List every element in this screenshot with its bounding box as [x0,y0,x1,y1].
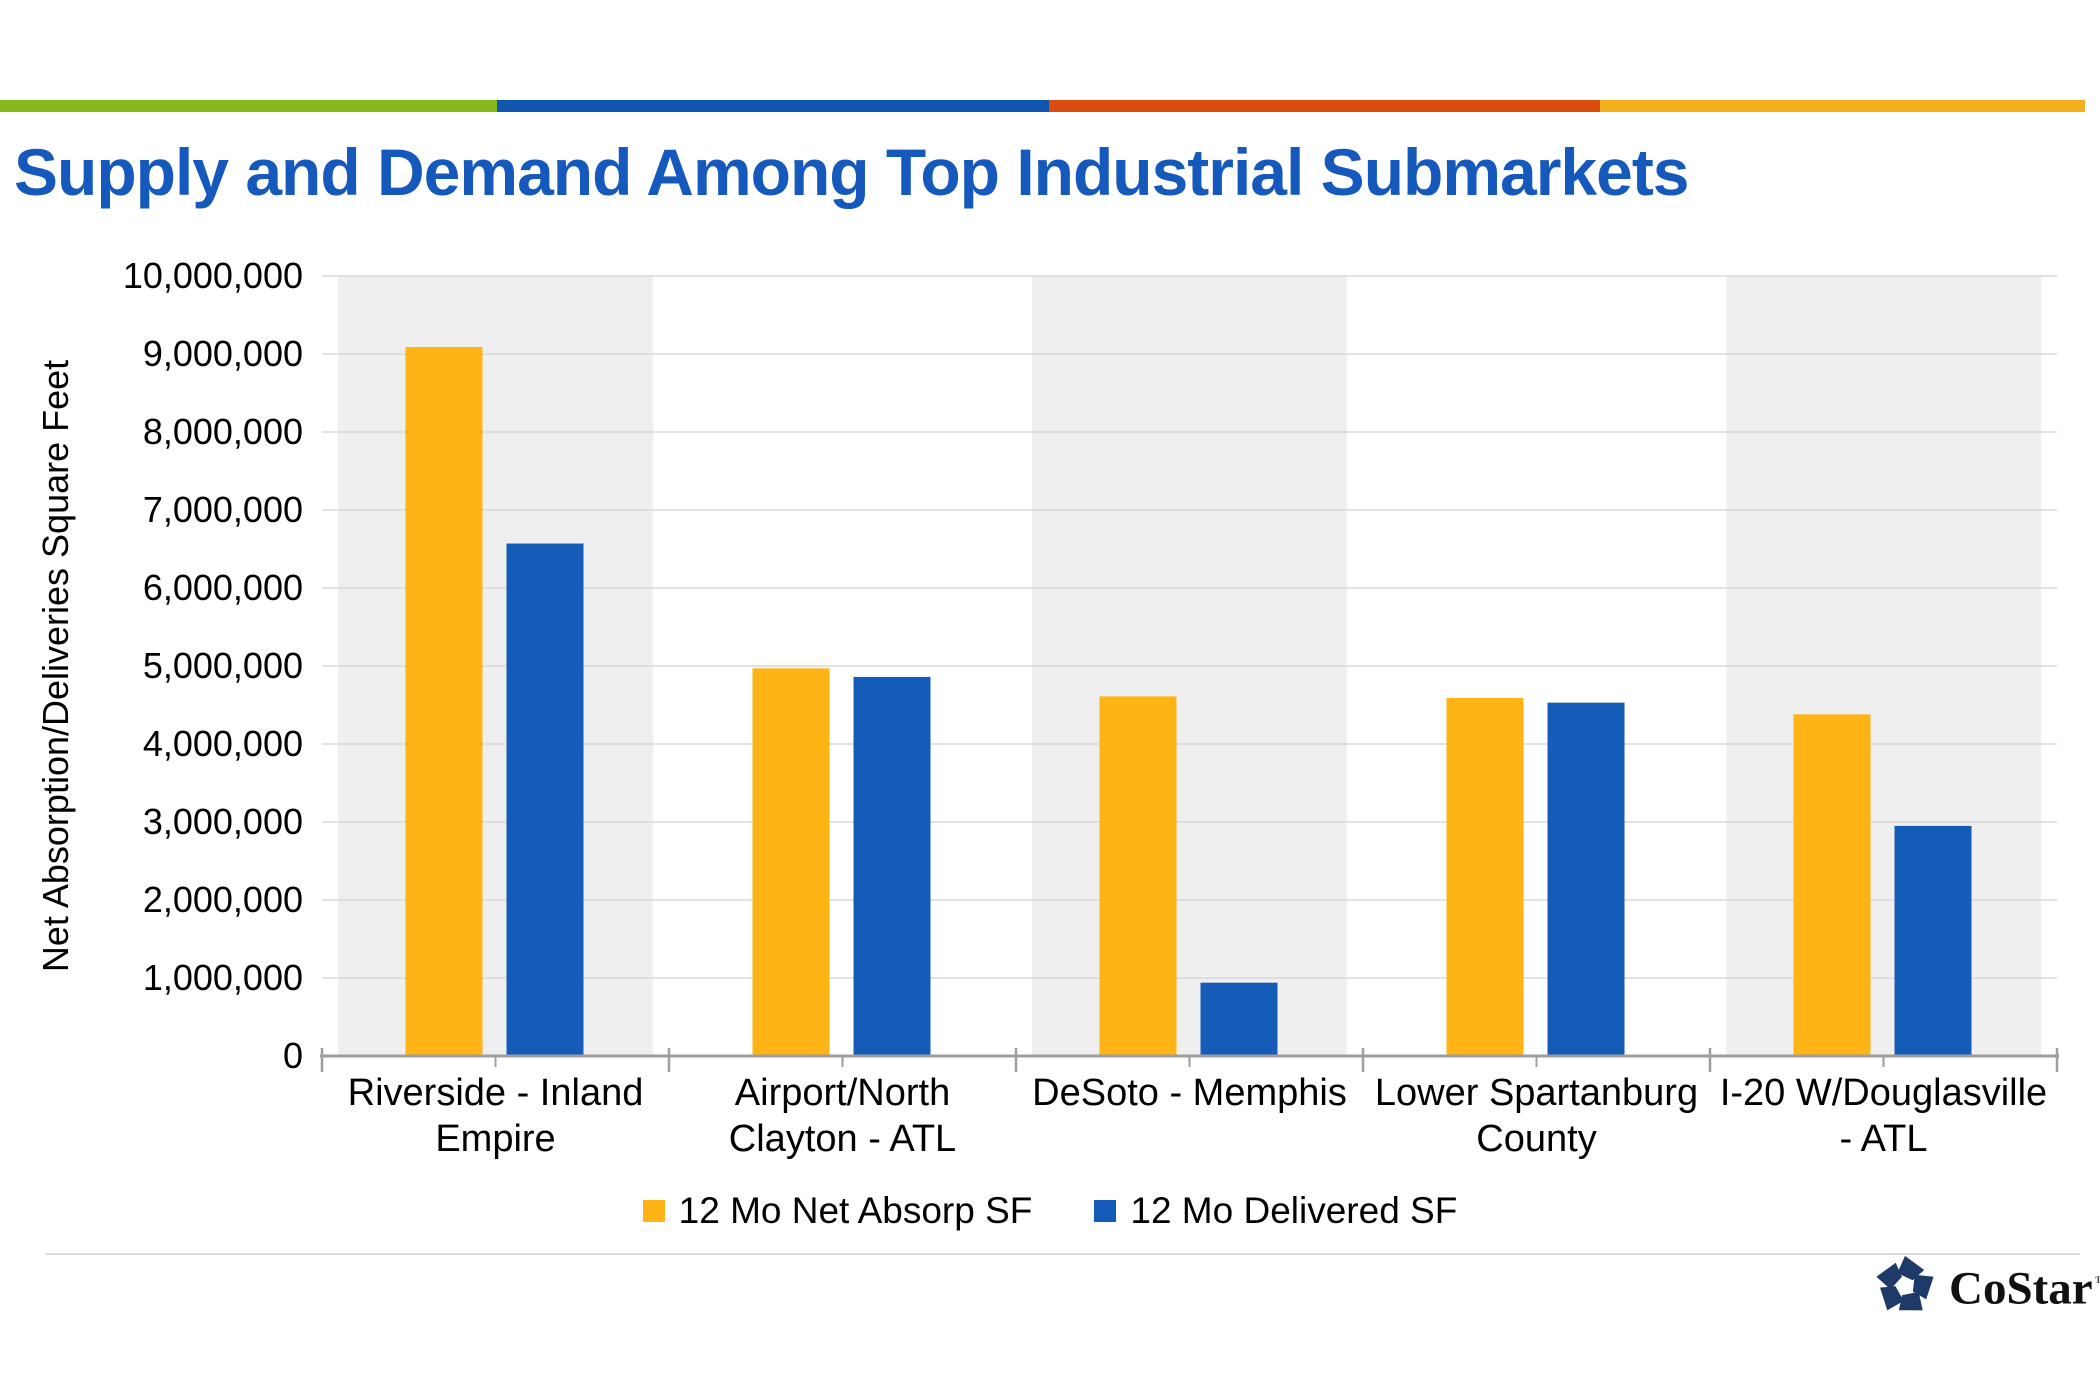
logo-petal [1880,1285,1904,1311]
legend-swatch-icon [642,1200,665,1222]
bar-delivered-5 [1894,825,1972,1056]
logo-petal [1876,1262,1902,1290]
x-category-label: Airport/North Clayton - ATL [729,1072,956,1160]
legend-label: 12 Mo Net Absorp SF [678,1190,1033,1231]
y-axis-title: Net Absorption/Deliveries Square Feet [35,360,76,972]
logo-petal [1898,1291,1923,1311]
y-tick-label: 2,000,000 [143,879,303,920]
x-category-label: Lower Spartanburg County [1375,1072,1698,1160]
bar-net-absorption-3 [1099,696,1177,1056]
bar-delivered-2 [853,676,931,1056]
bar-delivered-3 [1200,982,1278,1056]
y-tick-label: 10,000,000 [123,255,303,296]
x-category-label: I-20 W/Douglasville - ATL [1720,1072,2047,1160]
footer-divider [45,1253,2080,1255]
bar-net-absorption-5 [1793,714,1871,1056]
y-tick-label: 5,000,000 [143,645,303,686]
y-tick-label: 3,000,000 [143,801,303,842]
y-tick-label: 4,000,000 [143,723,303,764]
x-category-label: DeSoto - Memphis [1032,1072,1347,1114]
logo-petal [1897,1255,1925,1281]
legend-swatch-icon [1094,1200,1117,1222]
y-tick-label: 7,000,000 [143,489,303,530]
y-tick-label: 9,000,000 [143,333,303,374]
bar-net-absorption-1 [405,346,483,1057]
costar-branding: CoStar™ [1873,1248,2100,1324]
y-tick-label: 6,000,000 [143,567,303,608]
accent-stripe-segment [1049,100,1601,112]
y-tick-label: 0 [283,1035,303,1076]
accent-stripe-segment [1600,100,2086,112]
costar-logo-icon [1876,1255,1934,1311]
chart-legend: 12 Mo Net Absorp SF 12 Mo Delivered SF [0,1190,2100,1232]
costar-logo-text: CoStar™ [1949,1248,2100,1324]
trademark-symbol: ™ [2095,1274,2100,1291]
legend-item-delivered: 12 Mo Delivered SF [1094,1190,1457,1232]
accent-stripe-segment [0,100,498,112]
x-category-label: Riverside - Inland Empire [348,1072,644,1160]
y-tick-label: 1,000,000 [143,957,303,998]
bar-net-absorption-4 [1446,697,1524,1056]
accent-stripe-segment [497,100,1050,112]
y-tick-label: 8,000,000 [143,411,303,452]
accent-stripe [0,100,2100,112]
page-title: Supply and Demand Among Top Industrial S… [14,135,1690,209]
legend-item-net-absorption: 12 Mo Net Absorp SF [642,1190,1033,1232]
bar-delivered-4 [1547,702,1625,1056]
bar-delivered-1 [506,543,584,1056]
legend-label: 12 Mo Delivered SF [1130,1190,1458,1231]
bar-chart: 0 1,000,000 2,000,000 3,000,000 4,000,000 5,0… [35,255,2059,1160]
bar-net-absorption-2 [752,668,830,1056]
